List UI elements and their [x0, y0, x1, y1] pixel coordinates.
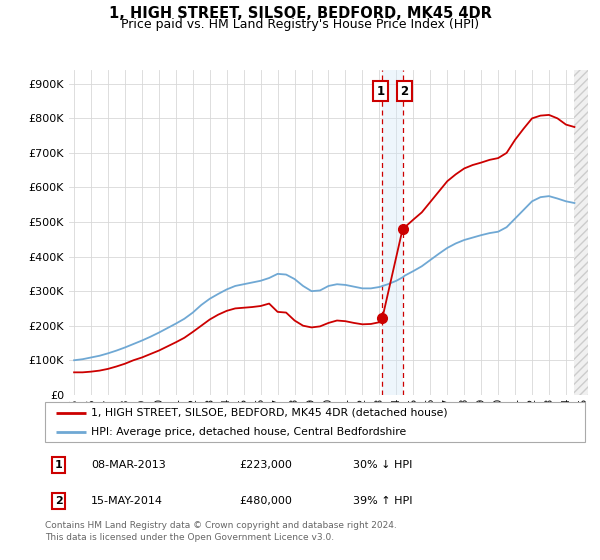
FancyBboxPatch shape	[45, 402, 585, 442]
Text: 08-MAR-2013: 08-MAR-2013	[91, 460, 166, 470]
Text: 15-MAY-2014: 15-MAY-2014	[91, 496, 163, 506]
Text: 1: 1	[376, 85, 385, 97]
Text: 1, HIGH STREET, SILSOE, BEDFORD, MK45 4DR (detached house): 1, HIGH STREET, SILSOE, BEDFORD, MK45 4D…	[91, 408, 448, 418]
Bar	[382, 70, 403, 395]
Text: 1: 1	[55, 460, 62, 470]
Text: 2: 2	[401, 85, 409, 97]
Text: £223,000: £223,000	[239, 460, 292, 470]
Text: 1, HIGH STREET, SILSOE, BEDFORD, MK45 4DR: 1, HIGH STREET, SILSOE, BEDFORD, MK45 4D…	[109, 6, 491, 21]
Text: Price paid vs. HM Land Registry's House Price Index (HPI): Price paid vs. HM Land Registry's House …	[121, 18, 479, 31]
Bar	[574, 70, 588, 395]
Text: 39% ↑ HPI: 39% ↑ HPI	[353, 496, 412, 506]
Text: £480,000: £480,000	[239, 496, 292, 506]
Text: Contains HM Land Registry data © Crown copyright and database right 2024.
This d: Contains HM Land Registry data © Crown c…	[45, 521, 397, 542]
Bar	[574, 70, 588, 395]
Text: 30% ↓ HPI: 30% ↓ HPI	[353, 460, 412, 470]
Text: 2: 2	[55, 496, 62, 506]
Text: HPI: Average price, detached house, Central Bedfordshire: HPI: Average price, detached house, Cent…	[91, 427, 406, 436]
